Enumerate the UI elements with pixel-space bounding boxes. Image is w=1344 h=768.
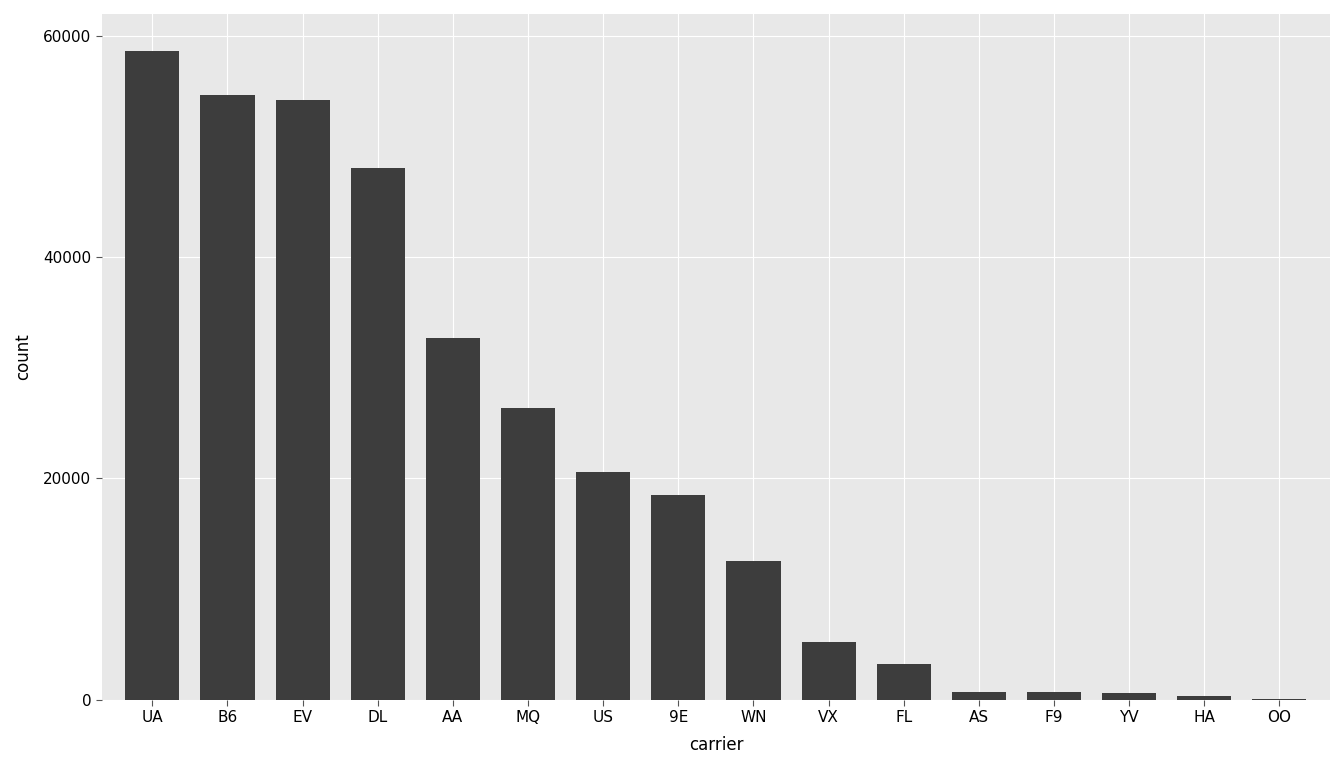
Bar <box>426 338 480 700</box>
Bar <box>952 692 1005 700</box>
Bar <box>652 495 706 700</box>
X-axis label: carrier: carrier <box>688 736 743 754</box>
Bar <box>1177 696 1231 700</box>
Bar <box>276 101 329 700</box>
Bar <box>1102 693 1156 700</box>
Bar <box>501 408 555 700</box>
Bar <box>801 643 856 700</box>
Bar <box>125 51 179 700</box>
Bar <box>876 664 931 700</box>
Bar <box>577 472 630 700</box>
Bar <box>351 167 405 700</box>
Bar <box>1027 692 1081 700</box>
Y-axis label: count: count <box>13 333 32 380</box>
Bar <box>200 95 254 700</box>
Bar <box>726 561 781 700</box>
